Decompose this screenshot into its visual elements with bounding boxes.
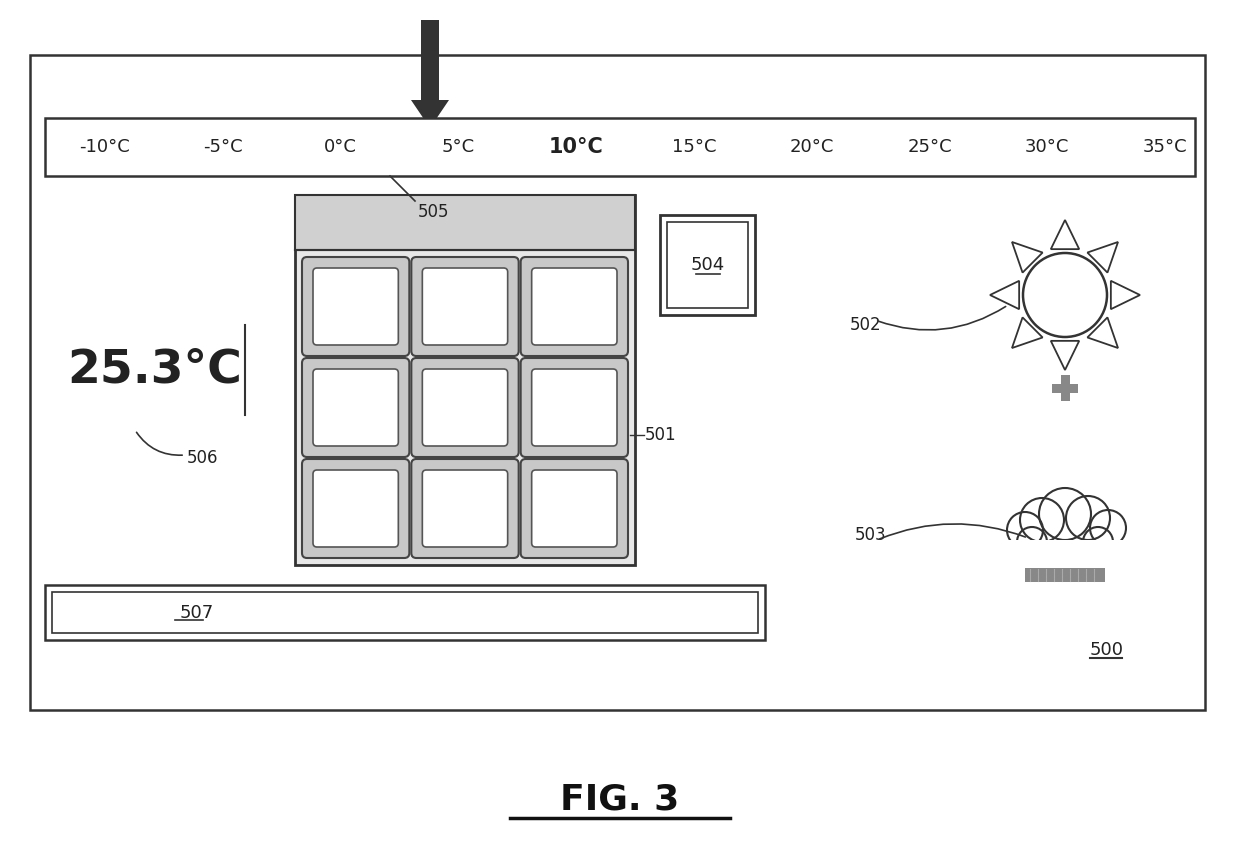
Text: 20°C: 20°C bbox=[790, 138, 833, 156]
FancyBboxPatch shape bbox=[532, 470, 618, 547]
FancyBboxPatch shape bbox=[412, 358, 518, 457]
Text: 15°C: 15°C bbox=[672, 138, 717, 156]
Text: 503: 503 bbox=[856, 526, 887, 544]
FancyBboxPatch shape bbox=[303, 459, 409, 558]
Text: 501: 501 bbox=[645, 427, 677, 445]
FancyBboxPatch shape bbox=[312, 268, 398, 345]
Polygon shape bbox=[1111, 281, 1140, 309]
FancyBboxPatch shape bbox=[423, 369, 507, 446]
FancyBboxPatch shape bbox=[412, 459, 518, 558]
FancyBboxPatch shape bbox=[312, 369, 398, 446]
FancyBboxPatch shape bbox=[532, 268, 618, 345]
FancyBboxPatch shape bbox=[412, 257, 518, 356]
Polygon shape bbox=[1050, 220, 1079, 249]
Polygon shape bbox=[1012, 242, 1043, 273]
Bar bbox=[295, 195, 635, 565]
Circle shape bbox=[1090, 510, 1126, 546]
Circle shape bbox=[1007, 512, 1043, 548]
Text: 35°C: 35°C bbox=[1143, 138, 1188, 156]
Text: 0°C: 0°C bbox=[324, 138, 357, 156]
Bar bbox=[45, 585, 765, 640]
FancyBboxPatch shape bbox=[532, 369, 618, 446]
FancyBboxPatch shape bbox=[303, 257, 409, 356]
Text: 5°C: 5°C bbox=[441, 138, 475, 156]
Polygon shape bbox=[1012, 318, 1043, 348]
Text: 504: 504 bbox=[691, 256, 724, 274]
Bar bbox=[1052, 384, 1078, 393]
Text: 502: 502 bbox=[849, 316, 882, 334]
Circle shape bbox=[1066, 496, 1110, 540]
Text: FIG. 3: FIG. 3 bbox=[560, 783, 680, 817]
FancyBboxPatch shape bbox=[423, 470, 507, 547]
Polygon shape bbox=[1087, 242, 1118, 273]
Text: 25°C: 25°C bbox=[908, 138, 952, 156]
Circle shape bbox=[1017, 527, 1047, 557]
Polygon shape bbox=[1087, 318, 1118, 348]
Bar bbox=[660, 215, 755, 315]
Circle shape bbox=[1023, 253, 1107, 337]
Bar bbox=[1004, 540, 1135, 570]
Text: 506: 506 bbox=[187, 449, 218, 467]
Bar bbox=[667, 222, 748, 308]
Circle shape bbox=[1021, 498, 1064, 542]
Bar bbox=[45, 118, 1195, 176]
Bar bbox=[1025, 568, 1105, 582]
Text: 507: 507 bbox=[180, 604, 215, 622]
Bar bbox=[30, 55, 1205, 710]
Text: -5°C: -5°C bbox=[203, 138, 243, 156]
Bar bbox=[52, 592, 758, 633]
Text: 500: 500 bbox=[1090, 641, 1123, 659]
FancyBboxPatch shape bbox=[303, 358, 409, 457]
Polygon shape bbox=[410, 100, 449, 128]
Bar bbox=[295, 195, 635, 250]
FancyBboxPatch shape bbox=[521, 459, 627, 558]
Polygon shape bbox=[990, 281, 1019, 309]
Circle shape bbox=[1039, 488, 1091, 540]
Text: 10°C: 10°C bbox=[549, 137, 604, 157]
Bar bbox=[1061, 375, 1070, 401]
FancyBboxPatch shape bbox=[423, 268, 507, 345]
Text: 30°C: 30°C bbox=[1025, 138, 1069, 156]
Polygon shape bbox=[1050, 340, 1079, 370]
FancyBboxPatch shape bbox=[521, 257, 627, 356]
FancyBboxPatch shape bbox=[312, 470, 398, 547]
Bar bbox=[422, 20, 439, 100]
FancyBboxPatch shape bbox=[521, 358, 627, 457]
Text: 25.3°C: 25.3°C bbox=[67, 347, 243, 392]
Circle shape bbox=[1083, 527, 1114, 557]
Text: 505: 505 bbox=[418, 203, 449, 221]
Text: -10°C: -10°C bbox=[79, 138, 130, 156]
